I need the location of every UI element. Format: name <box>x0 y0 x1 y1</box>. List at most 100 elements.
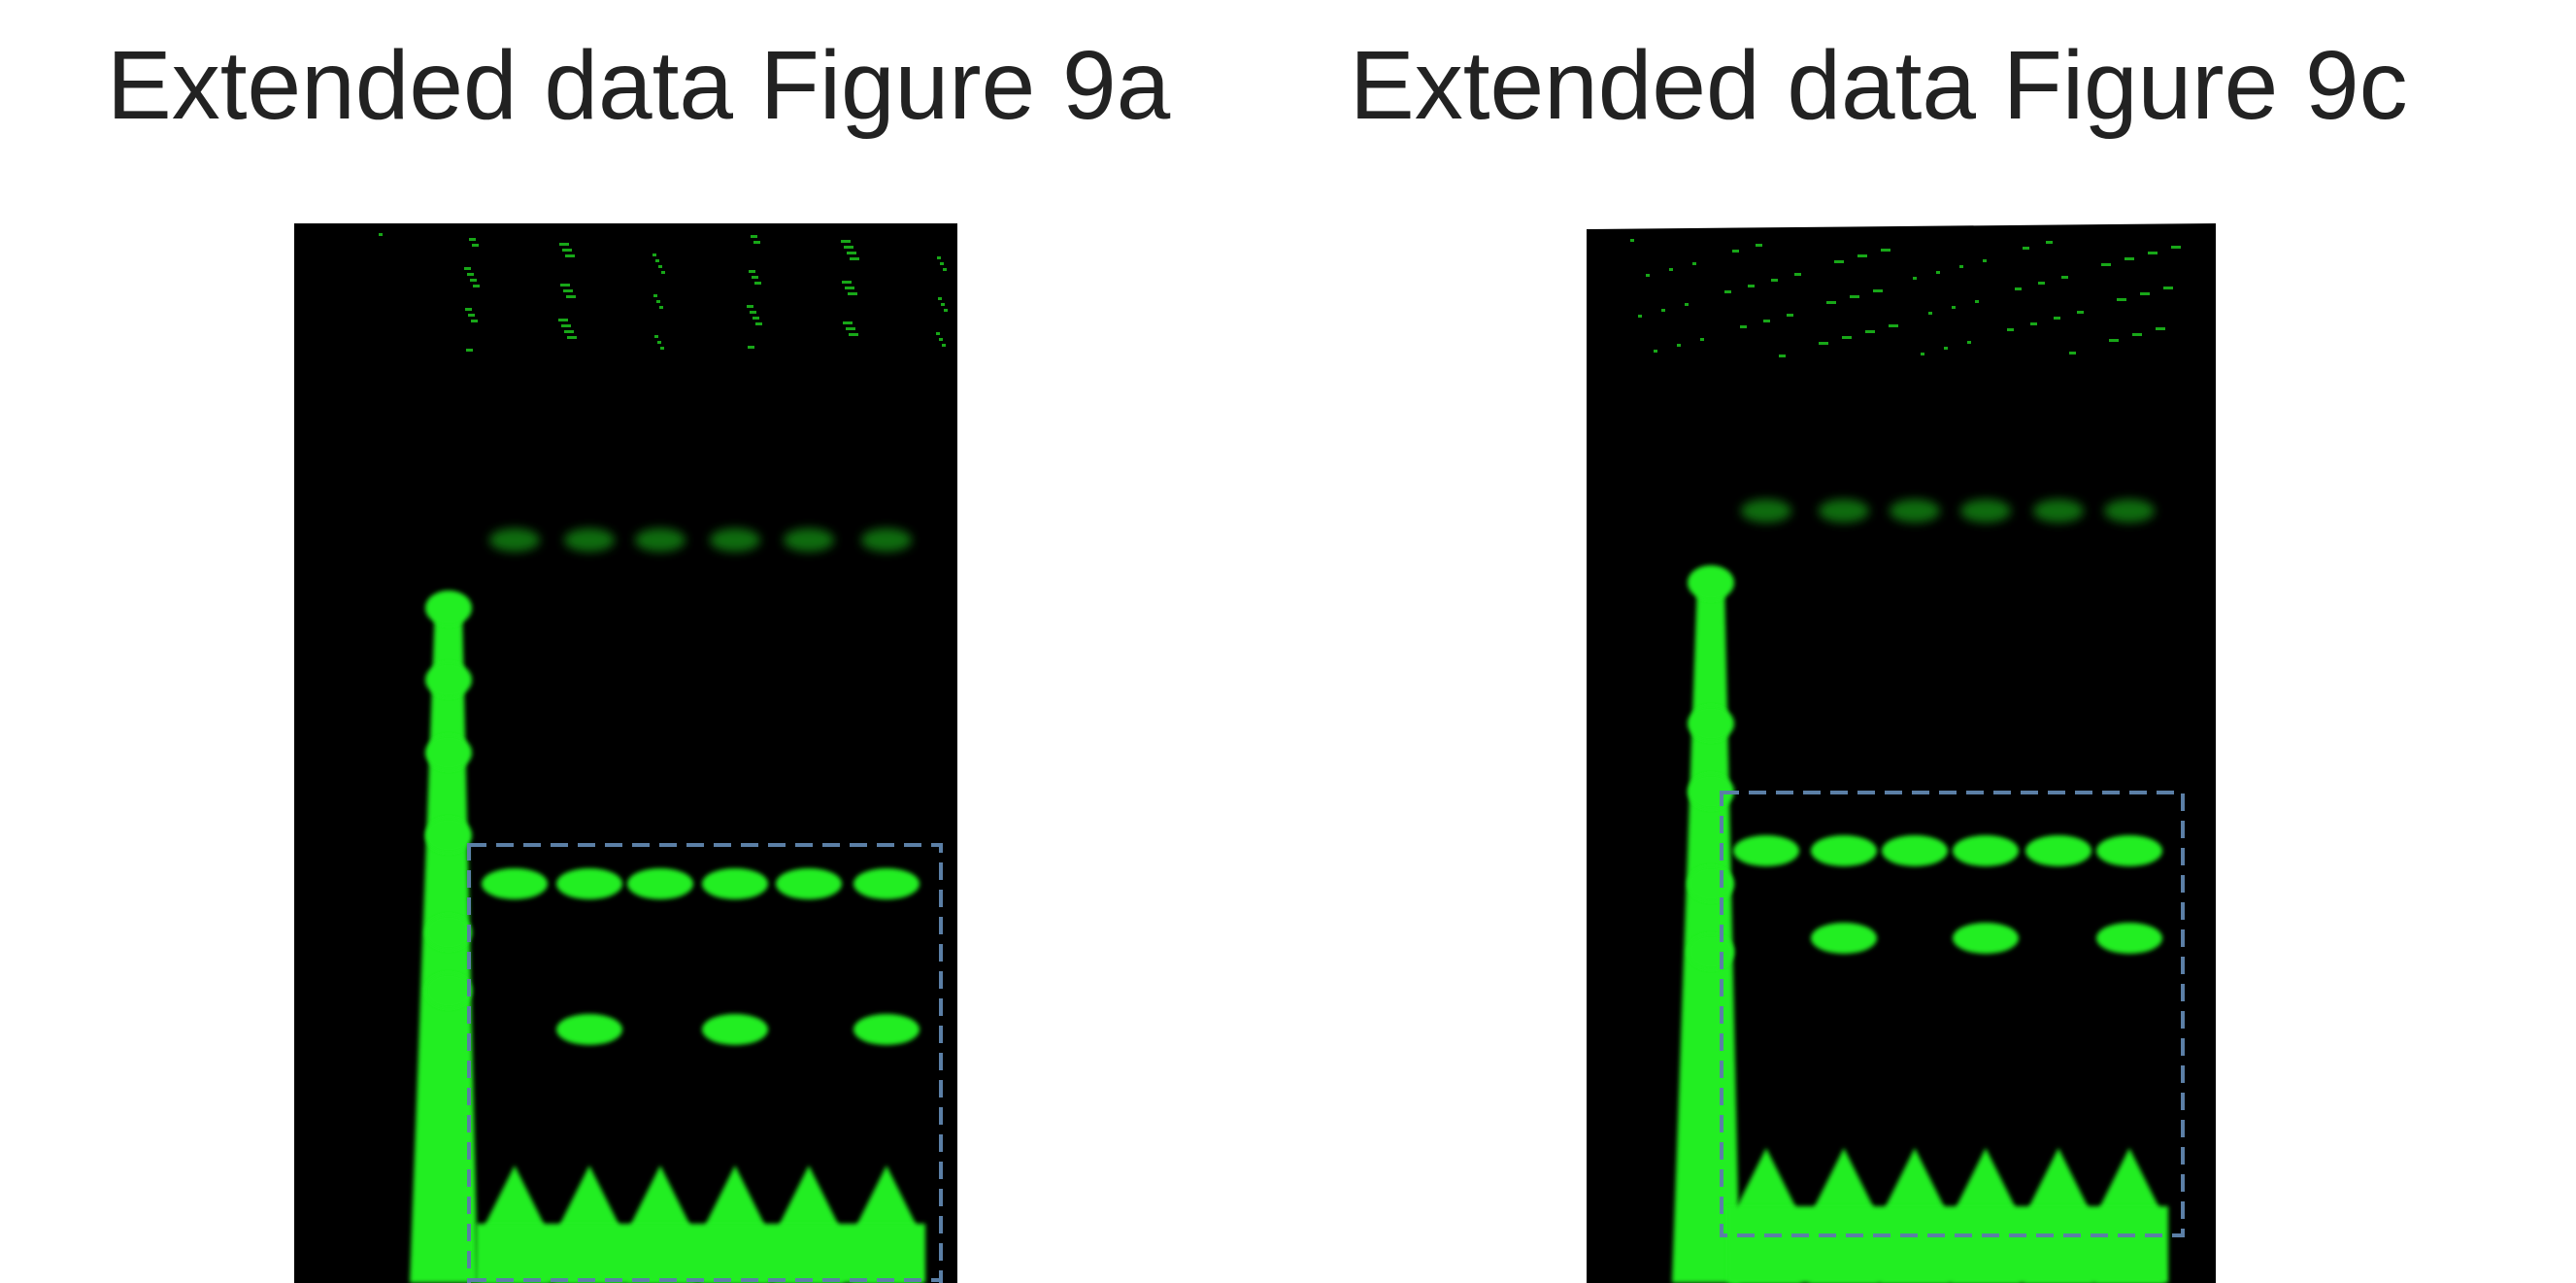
band <box>379 233 383 236</box>
band <box>558 319 568 321</box>
band <box>658 265 662 268</box>
gel-image <box>1587 223 2216 1283</box>
band <box>2101 263 2111 266</box>
band <box>940 262 944 265</box>
band <box>489 528 540 552</box>
band <box>847 252 856 254</box>
band <box>567 336 577 339</box>
band <box>842 281 852 284</box>
band <box>1654 350 1657 353</box>
band <box>1748 285 1755 287</box>
band <box>846 327 855 330</box>
band <box>2007 328 2014 331</box>
gel-bands <box>379 233 948 1283</box>
band <box>850 257 859 260</box>
band <box>1889 324 1898 327</box>
band <box>848 292 857 295</box>
band <box>1677 344 1681 347</box>
band <box>853 1014 920 1045</box>
band <box>425 591 472 625</box>
band <box>843 321 853 324</box>
band <box>1983 259 1987 262</box>
band <box>752 276 758 279</box>
band <box>943 268 947 271</box>
band <box>482 868 548 899</box>
band <box>1819 342 1828 345</box>
band <box>754 282 761 285</box>
band <box>1630 239 1634 242</box>
band <box>1865 330 1875 333</box>
band <box>1944 347 1948 350</box>
crop-box <box>467 843 943 1283</box>
band <box>1857 254 1867 257</box>
band <box>561 324 571 327</box>
band <box>1688 706 1734 741</box>
band <box>1921 353 1924 355</box>
band <box>562 249 572 252</box>
band <box>1724 290 1731 293</box>
band <box>1928 312 1932 315</box>
band <box>1953 923 2019 954</box>
band <box>776 868 842 899</box>
band <box>468 314 475 317</box>
band <box>2124 257 2134 260</box>
band <box>556 1014 622 1045</box>
band <box>425 662 472 697</box>
band <box>1756 244 1762 247</box>
band <box>841 240 851 243</box>
band <box>2117 298 2126 301</box>
band <box>2096 835 2162 866</box>
band <box>654 335 658 338</box>
band <box>560 284 570 287</box>
band <box>2156 327 2165 330</box>
band <box>465 308 472 311</box>
band <box>939 338 943 341</box>
band <box>1913 277 1917 280</box>
band <box>661 271 665 274</box>
band <box>559 243 569 246</box>
band <box>702 868 768 899</box>
band <box>1882 835 1948 866</box>
band <box>1672 583 1740 1283</box>
band <box>564 528 615 552</box>
band <box>853 868 920 899</box>
band <box>1826 301 1836 304</box>
band <box>1819 499 1869 523</box>
band <box>1740 325 1747 328</box>
figure-title: Extended data Figure 9a <box>107 31 1171 140</box>
band <box>1741 499 1791 523</box>
band <box>750 311 756 314</box>
band <box>753 317 759 320</box>
band <box>942 344 946 347</box>
band <box>1842 336 1852 339</box>
band <box>657 341 661 344</box>
band <box>2061 276 2068 279</box>
band <box>2104 499 2155 523</box>
band <box>1688 565 1734 600</box>
band <box>1779 355 1786 357</box>
band <box>1936 271 1940 274</box>
band <box>656 300 660 303</box>
band <box>1638 315 1642 318</box>
band <box>627 868 693 899</box>
band <box>937 256 941 259</box>
band <box>1692 262 1696 265</box>
band <box>467 273 474 276</box>
band <box>1953 835 2019 866</box>
band <box>2054 317 2060 320</box>
band <box>472 244 479 247</box>
band <box>1646 274 1650 277</box>
band <box>938 297 942 300</box>
band <box>425 973 472 1008</box>
band <box>660 347 664 350</box>
band <box>652 253 656 256</box>
crop-box <box>1720 791 2185 1237</box>
band <box>635 528 686 552</box>
band <box>2069 352 2076 355</box>
band <box>1732 250 1739 253</box>
band <box>1975 300 1979 303</box>
band <box>1771 279 1778 282</box>
band <box>845 287 854 289</box>
